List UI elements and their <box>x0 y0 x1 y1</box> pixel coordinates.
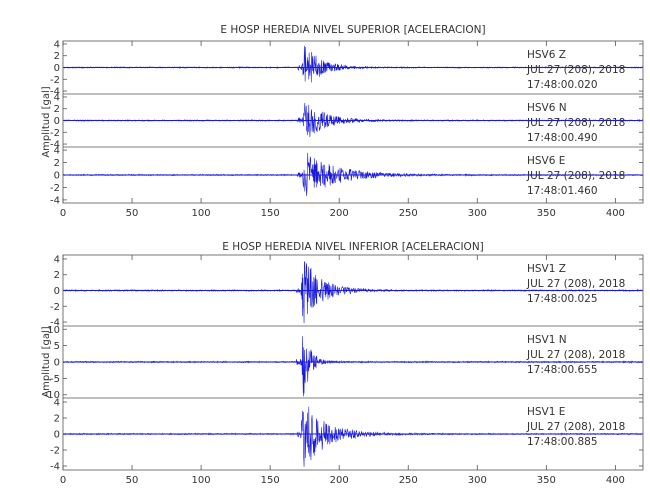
y-tick-label: 0 <box>54 171 60 182</box>
record-time-label: 17:48:00.025 <box>527 293 598 305</box>
plot-frame <box>62 254 644 471</box>
station-component-label: HSV6 Z <box>527 49 566 61</box>
record-date-label: JUL 27 (208), 2018 <box>526 117 625 129</box>
trace-subplot-hsv1-e: 4 2 0 -2 -4 HSV1 E JUL 27 (208), 2018 17:48:00.… <box>50 398 643 473</box>
record-date-label: JUL 27 (208), 2018 <box>526 64 625 76</box>
station-component-label: HSV1 Z <box>527 263 566 275</box>
y-tick-label: 4 <box>54 254 60 265</box>
y-tick-label: -4 <box>50 318 60 329</box>
trace-subplot-hsv6-e: 42 0-2-4 HSV6 E JUL 27 (208), 2018 17:48:01.… <box>50 146 643 206</box>
y-tick-label: 0 <box>54 286 60 297</box>
record-time-label: 17:48:01.460 <box>527 185 598 197</box>
y-tick-label: 10 <box>47 325 60 336</box>
y-tick-label: 0 <box>54 63 60 74</box>
x-tick-label: 0 <box>60 208 66 219</box>
x-tick-label: 150 <box>261 475 280 486</box>
station-component-label: HSV6 N <box>527 102 567 114</box>
y-tick-label: -10 <box>44 390 60 401</box>
x-tick-label: 300 <box>468 208 487 219</box>
y-tick-label: 2 <box>54 270 60 281</box>
y-axis-label: Amplitud [gal] <box>41 326 52 397</box>
plot-frame <box>62 40 644 204</box>
y-tick-label: 2 <box>54 104 60 115</box>
y-axis-label: Amplitud [gal] <box>41 86 52 157</box>
x-tick-label: 100 <box>192 475 211 486</box>
station-component-label: HSV1 N <box>527 334 567 346</box>
y-tick-label: -2 <box>50 128 60 139</box>
x-tick-label: 250 <box>399 208 418 219</box>
chart-title: E HOSP HEREDIA NIVEL INFERIOR [ACELERACI… <box>222 241 484 253</box>
y-tick-label: 0 <box>54 116 60 127</box>
x-tick-label: 350 <box>537 208 556 219</box>
y-tick-label: 4 <box>54 398 60 409</box>
x-tick-label: 250 <box>399 475 418 486</box>
chart-panel-2: E HOSP HEREDIA NIVEL INFERIOR [ACELERACI… <box>41 241 644 486</box>
x-tick-label: 100 <box>192 208 211 219</box>
y-tick-label: -2 <box>50 446 60 457</box>
x-tick-label: 300 <box>468 475 487 486</box>
y-tick-label: -2 <box>50 75 60 86</box>
record-time-label: 17:48:00.655 <box>527 364 598 376</box>
y-tick-label: 2 <box>54 51 60 62</box>
y-tick-label: -4 <box>50 140 60 151</box>
chart-panel-1: E HOSP HEREDIA NIVEL SUPERIOR [ACELERACI… <box>41 24 644 219</box>
trace-subplot-hsv6-z: 420-2-4 HSV6 Z JUL 27 (208), 2018 17:48:00.… <box>50 39 643 98</box>
record-time-label: 17:48:00.490 <box>527 132 598 144</box>
x-tick-label: 0 <box>60 475 66 486</box>
record-date-label: JUL 27 (208), 2018 <box>526 278 625 290</box>
y-tick-label: 0 <box>54 430 60 441</box>
x-tick-label: 50 <box>126 208 139 219</box>
y-tick-label: -4 <box>50 87 60 98</box>
trace-subplot-hsv1-n: 10 5 0 -5 -10 HSV1 N JUL 27 (208), 2018 17:48:0… <box>44 325 643 401</box>
trace-subplot-hsv1-z: 4 2 0 -2 -4 HSV1 Z JUL 27 (208), 2018 17:48:00.… <box>50 254 643 329</box>
x-tick-label: 400 <box>606 475 625 486</box>
record-time-label: 17:48:00.020 <box>527 79 598 91</box>
y-tick-label: -2 <box>50 183 60 194</box>
record-time-label: 17:48:00.885 <box>527 436 598 448</box>
y-tick-label: -5 <box>50 374 60 385</box>
y-tick-label: 4 <box>54 39 60 50</box>
y-tick-label: 0 <box>54 358 60 369</box>
x-tick-label: 400 <box>606 208 625 219</box>
y-tick-label: 2 <box>54 414 60 425</box>
y-tick-label: 2 <box>54 158 60 169</box>
y-tick-label: -4 <box>50 462 60 473</box>
x-tick-label: 150 <box>261 208 280 219</box>
y-tick-label: -2 <box>50 302 60 313</box>
record-date-label: JUL 27 (208), 2018 <box>526 349 625 361</box>
record-date-label: JUL 27 (208), 2018 <box>526 421 625 433</box>
station-component-label: HSV1 E <box>527 406 565 418</box>
record-date-label: JUL 27 (208), 2018 <box>526 170 625 182</box>
x-tick-label: 200 <box>330 208 349 219</box>
y-tick-label: 4 <box>54 146 60 157</box>
station-component-label: HSV6 E <box>527 155 565 167</box>
y-tick-label: -4 <box>50 195 60 206</box>
chart-title: E HOSP HEREDIA NIVEL SUPERIOR [ACELERACI… <box>220 24 485 36</box>
x-tick-label: 350 <box>537 475 556 486</box>
y-tick-label: 4 <box>54 92 60 103</box>
y-tick-label: 5 <box>54 341 60 352</box>
trace-subplot-hsv6-n: 420-2-4 HSV6 N JUL 27 (208), 2018 17:48:00.… <box>50 92 643 151</box>
x-tick-label: 50 <box>126 475 139 486</box>
x-tick-label: 200 <box>330 475 349 486</box>
